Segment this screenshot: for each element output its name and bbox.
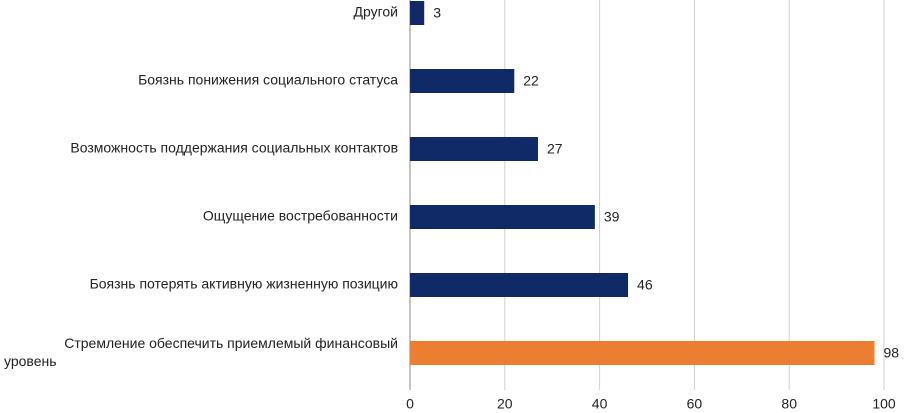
y-tick-label: Ощущение востребованности <box>203 208 398 224</box>
x-tick-label: 80 <box>781 396 797 412</box>
x-tick-label: 60 <box>687 396 703 412</box>
x-tick-label: 40 <box>592 396 608 412</box>
data-label: 27 <box>547 141 563 157</box>
x-tick-label: 20 <box>497 396 513 412</box>
data-label: 46 <box>637 277 653 293</box>
y-tick-label: Боязнь понижения социального статуса <box>138 72 398 88</box>
y-tick-label: Боязнь потерять активную жизненную позиц… <box>90 276 398 292</box>
data-label: 39 <box>604 209 620 225</box>
data-label: 98 <box>884 345 900 361</box>
data-label: 22 <box>523 73 539 89</box>
bar <box>410 205 595 229</box>
y-tick-label: Возможность поддержания социальных конта… <box>70 140 398 156</box>
y-tick-label: Стремление обеспечить приемлемый финансо… <box>4 335 398 369</box>
x-tick-label: 100 <box>872 396 896 412</box>
bar <box>410 1 425 25</box>
y-tick-label: Другой <box>353 4 398 20</box>
x-tick-label: 0 <box>406 396 414 412</box>
bar <box>410 137 538 161</box>
bar <box>410 341 875 365</box>
bar <box>410 69 515 93</box>
bar <box>410 273 629 297</box>
data-label: 3 <box>433 5 441 21</box>
